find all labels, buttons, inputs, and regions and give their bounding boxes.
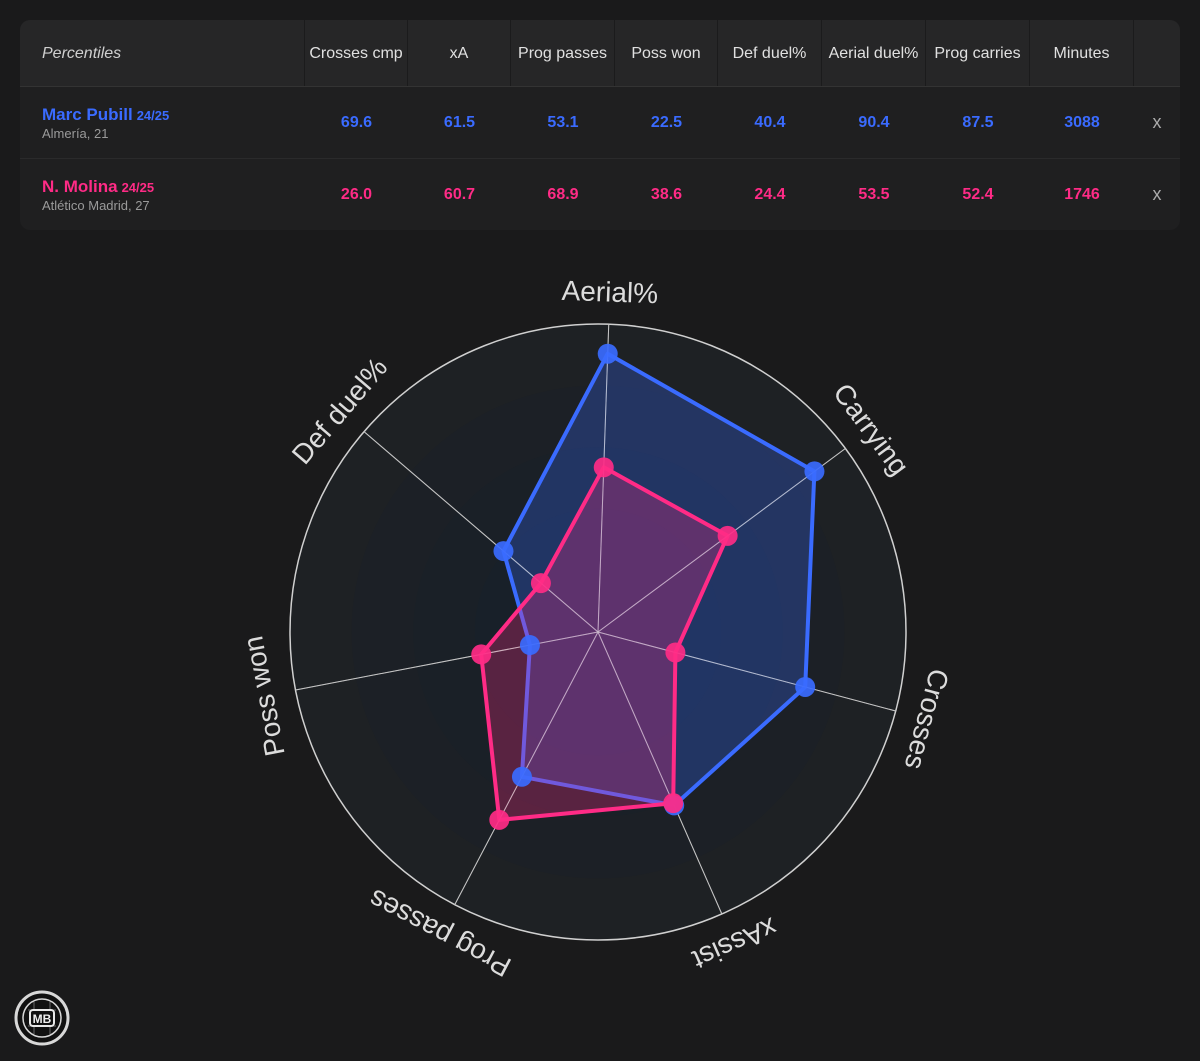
- radar-spoke-overlay: [597, 631, 723, 915]
- series-area-0: [501, 351, 817, 808]
- series-point-1: [471, 644, 492, 665]
- header-aerial-duel[interactable]: Aerial duel%: [822, 20, 926, 86]
- series-point-1: [530, 573, 551, 594]
- header-minutes[interactable]: Minutes: [1030, 20, 1134, 86]
- value-minutes: 1746: [1064, 185, 1100, 203]
- header-prog-carries[interactable]: Prog carries: [926, 20, 1030, 86]
- header-prog-passes[interactable]: Prog passes: [511, 20, 615, 86]
- value-prog-passes: 68.9: [547, 185, 579, 203]
- radar-outer-circle: [289, 323, 907, 941]
- player-season: 24/25: [121, 179, 155, 195]
- series-point-1: [489, 809, 510, 830]
- value-def-duel: 24.4: [754, 185, 786, 203]
- player-season: 24/25: [136, 107, 170, 123]
- player-name[interactable]: N. Molina 24/25: [42, 176, 155, 196]
- header-crosses-cmp[interactable]: Crosses cmp: [305, 20, 408, 86]
- series-point-1: [665, 642, 686, 663]
- logo-text: MB: [33, 1012, 52, 1026]
- series-point-0: [511, 766, 532, 787]
- series-point-1: [663, 793, 684, 814]
- radar-spoke-overlay: [295, 631, 599, 691]
- radar-spoke-overlay: [363, 431, 599, 633]
- player-name[interactable]: Marc Pubill 24/25: [42, 104, 170, 124]
- value-poss-won: 38.6: [650, 185, 683, 203]
- value-xa: 61.5: [443, 113, 476, 131]
- player-cell: N. Molina 24/25 Atlético Madrid, 27: [20, 177, 305, 213]
- series-point-1: [717, 525, 738, 546]
- header-percentiles: Percentiles: [20, 20, 305, 86]
- value-def-duel: 40.4: [754, 113, 786, 131]
- axis-label: Crosses: [899, 666, 955, 773]
- comparison-table: Percentiles Crosses cmp xA Prog passes P…: [20, 20, 1180, 230]
- value-aerial-duel: 90.4: [858, 113, 890, 131]
- value-xa: 60.7: [443, 185, 476, 203]
- series-point-0: [519, 635, 540, 656]
- axis-label: Poss won: [237, 634, 290, 759]
- radar-spoke-overlay: [597, 324, 610, 633]
- value-prog-carries: 87.5: [962, 113, 994, 131]
- player-team: Atlético Madrid, 27: [42, 197, 150, 213]
- table-row: Marc Pubill 24/25 Almería, 21 69.6 61.5 5…: [20, 87, 1180, 159]
- player-team: Almería, 21: [42, 125, 109, 141]
- mb-logo: MB: [14, 990, 70, 1046]
- value-prog-carries: 52.4: [962, 185, 994, 203]
- series-area-1: [479, 465, 730, 822]
- axis-label: Aerial%: [561, 275, 659, 309]
- header-def-duel[interactable]: Def duel%: [718, 20, 822, 86]
- series-point-0: [804, 461, 825, 482]
- radar-spoke-overlay: [597, 631, 896, 712]
- series-point-0: [493, 541, 514, 562]
- remove-player-button[interactable]: x: [1152, 184, 1162, 204]
- header-poss-won[interactable]: Poss won: [615, 20, 718, 86]
- remove-player-button[interactable]: x: [1152, 112, 1162, 132]
- value-aerial-duel: 53.5: [858, 185, 890, 203]
- player-cell: Marc Pubill 24/25 Almería, 21: [20, 105, 305, 141]
- table-row: N. Molina 24/25 Atlético Madrid, 27 26.0 …: [20, 159, 1180, 230]
- series-point-1: [593, 457, 614, 478]
- value-poss-won: 22.5: [650, 113, 683, 131]
- value-crosses-cmp: 26.0: [340, 185, 373, 203]
- value-prog-passes: 53.1: [547, 113, 579, 131]
- table-header: Percentiles Crosses cmp xA Prog passes P…: [20, 20, 1180, 87]
- series-point-0: [795, 676, 816, 697]
- value-crosses-cmp: 69.6: [340, 113, 373, 131]
- value-minutes: 3088: [1064, 113, 1100, 131]
- series-point-0: [597, 343, 618, 364]
- header-xa[interactable]: xA: [408, 20, 511, 86]
